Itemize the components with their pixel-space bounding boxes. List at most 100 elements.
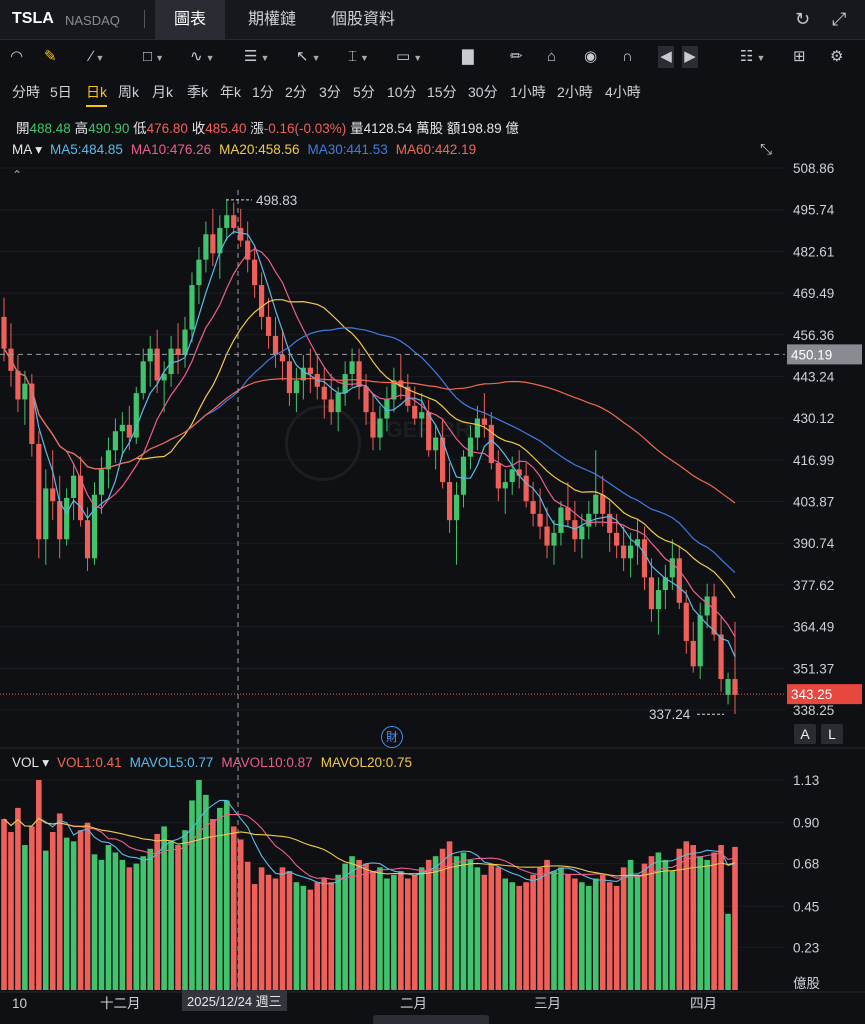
ma-legend-item: MA60:442.19 <box>395 142 477 157</box>
candle-body <box>377 418 383 438</box>
candle-body <box>446 482 453 521</box>
candle-body <box>175 348 181 355</box>
log-scale-button[interactable]: L <box>821 724 843 744</box>
volume-bar <box>56 813 63 990</box>
tab-stock-info[interactable]: 個股資料 <box>330 11 395 28</box>
period-15[interactable]: 2小時 <box>557 84 593 100</box>
financial-badge-icon[interactable]: 財 <box>381 726 403 748</box>
tab-options-chain[interactable]: 期權鏈 <box>247 11 296 28</box>
drag-handle[interactable] <box>373 1015 489 1024</box>
volume-bar <box>133 863 140 990</box>
arrow-tool-icon[interactable]: ↖ ▼ <box>296 48 321 65</box>
rect-tool-icon[interactable]: □ ▼ <box>143 48 164 65</box>
volume-bar <box>481 874 488 990</box>
indicator-icon[interactable]: ◠ <box>10 48 24 65</box>
label-tool-icon[interactable]: ▭ ▼ <box>396 48 423 65</box>
candle-body <box>119 424 125 432</box>
volume-bar <box>446 841 453 990</box>
layout-icon[interactable]: ☷ ▼ <box>740 48 766 65</box>
period-1[interactable]: 5日 <box>50 84 72 100</box>
drawing-toolbar: ◠ ✎ ∕ ▼ □ ▼ ∿ ▼ ☰ ▼ ↖ ▼ ⌶ ▼ ▭ ▼ ▇ ✏ ⌂ ◉ ∩ ◀ ▶ ☷… <box>0 40 865 74</box>
period-9[interactable]: 3分 <box>319 84 341 100</box>
candle-body <box>112 431 118 451</box>
period-0[interactable]: 分時 <box>12 84 40 100</box>
vol-legend-item: MAVOL10:0.87 <box>221 755 313 770</box>
period-3[interactable]: 周k <box>118 84 139 100</box>
auto-scale-button[interactable]: A <box>794 724 816 744</box>
volume-axis-label: 0.23 <box>793 940 819 955</box>
period-2[interactable]: 日k <box>86 82 107 107</box>
expand-icon[interactable]: ⤢ <box>832 9 847 29</box>
period-14[interactable]: 1小時 <box>510 84 546 100</box>
volume-bar <box>119 859 126 990</box>
candle-body <box>98 469 105 495</box>
candle-body <box>509 469 515 483</box>
edit-icon[interactable]: ✏ <box>510 48 523 65</box>
period-5[interactable]: 季k <box>187 84 208 100</box>
fullscreen-chart-icon[interactable]: ⤡ <box>760 141 773 158</box>
volume-bar <box>168 841 174 990</box>
draw-pen-icon[interactable]: ✎ <box>44 48 57 65</box>
settings-icon[interactable]: ⚙ <box>830 48 844 65</box>
candle-body <box>50 488 56 502</box>
pattern-tool-icon[interactable]: ∿ ▼ <box>190 48 215 65</box>
period-16[interactable]: 4小時 <box>605 84 641 100</box>
collapse-chevron-icon[interactable]: ⌃ <box>12 168 23 182</box>
volume-bar <box>307 889 314 990</box>
vol-legend-item: MAVOL5:0.77 <box>129 755 214 770</box>
price-axis-label: 390.74 <box>793 536 835 551</box>
period-6[interactable]: 年k <box>220 84 241 100</box>
ma-legend-item: MA10:476.26 <box>130 142 212 157</box>
volume-bar <box>244 861 251 990</box>
vol-legend[interactable]: VOL ▾ VOL1:0.41 MAVOL5:0.77 MAVOL10:0.87 MAV… <box>12 755 420 771</box>
volume-bar <box>349 856 355 990</box>
candle-body <box>217 227 223 254</box>
period-4[interactable]: 月k <box>152 84 173 100</box>
candle-body <box>370 412 376 438</box>
candle-body <box>648 577 655 610</box>
refresh-icon[interactable]: ↻ <box>795 9 811 29</box>
volume-bar <box>70 841 77 990</box>
volume-axis-label: 0.68 <box>793 857 819 872</box>
volume-bar <box>293 882 300 990</box>
next-icon[interactable]: ▶ <box>682 46 698 68</box>
line-tool-icon[interactable]: ∕ ▼ <box>90 48 105 65</box>
prev-icon[interactable]: ◀ <box>658 46 674 68</box>
vol-legend-title[interactable]: VOL ▾ <box>12 755 50 770</box>
period-12[interactable]: 15分 <box>427 84 457 100</box>
volume-bar <box>467 859 474 990</box>
grid-icon[interactable]: ⊞ <box>793 48 806 65</box>
candle-body <box>335 393 341 413</box>
volume-bar <box>460 852 467 990</box>
volume-bar <box>77 830 84 990</box>
period-8[interactable]: 2分 <box>285 84 307 100</box>
volume-bar <box>391 874 397 990</box>
volume-bar <box>411 874 418 990</box>
volume-bar <box>161 826 167 990</box>
text-cursor-icon[interactable]: ⌶ ▼ <box>348 48 369 65</box>
candle-body <box>732 679 738 695</box>
bars-tool-icon[interactable]: ▇ <box>462 48 474 65</box>
ma-legend-title[interactable]: MA ▾ <box>12 142 43 157</box>
watermark-text: TIGER BR <box>366 417 472 442</box>
candle-body <box>516 469 522 476</box>
volume-bar <box>22 845 28 990</box>
magnet-icon[interactable]: ∩ <box>622 48 633 65</box>
eye-icon[interactable]: ◉ <box>584 48 598 65</box>
ma-legend[interactable]: MA ▾ MA5:484.85 MA10:476.26 MA20:458.56 MA30… <box>12 142 484 158</box>
price-axis-label: 377.62 <box>793 578 834 593</box>
candle-body <box>189 285 195 330</box>
fib-tool-icon[interactable]: ☰ ▼ <box>244 48 270 65</box>
candle-body <box>29 383 35 444</box>
candle-body <box>147 348 153 362</box>
period-10[interactable]: 5分 <box>353 84 375 100</box>
volume-bar <box>432 856 439 990</box>
candle-body <box>258 285 265 317</box>
volume-bar <box>8 832 14 990</box>
period-11[interactable]: 10分 <box>387 84 417 100</box>
period-7[interactable]: 1分 <box>252 84 274 100</box>
period-13[interactable]: 30分 <box>468 84 498 100</box>
tab-chart[interactable]: 圖表 <box>155 0 225 40</box>
lock-icon[interactable]: ⌂ <box>547 48 557 65</box>
